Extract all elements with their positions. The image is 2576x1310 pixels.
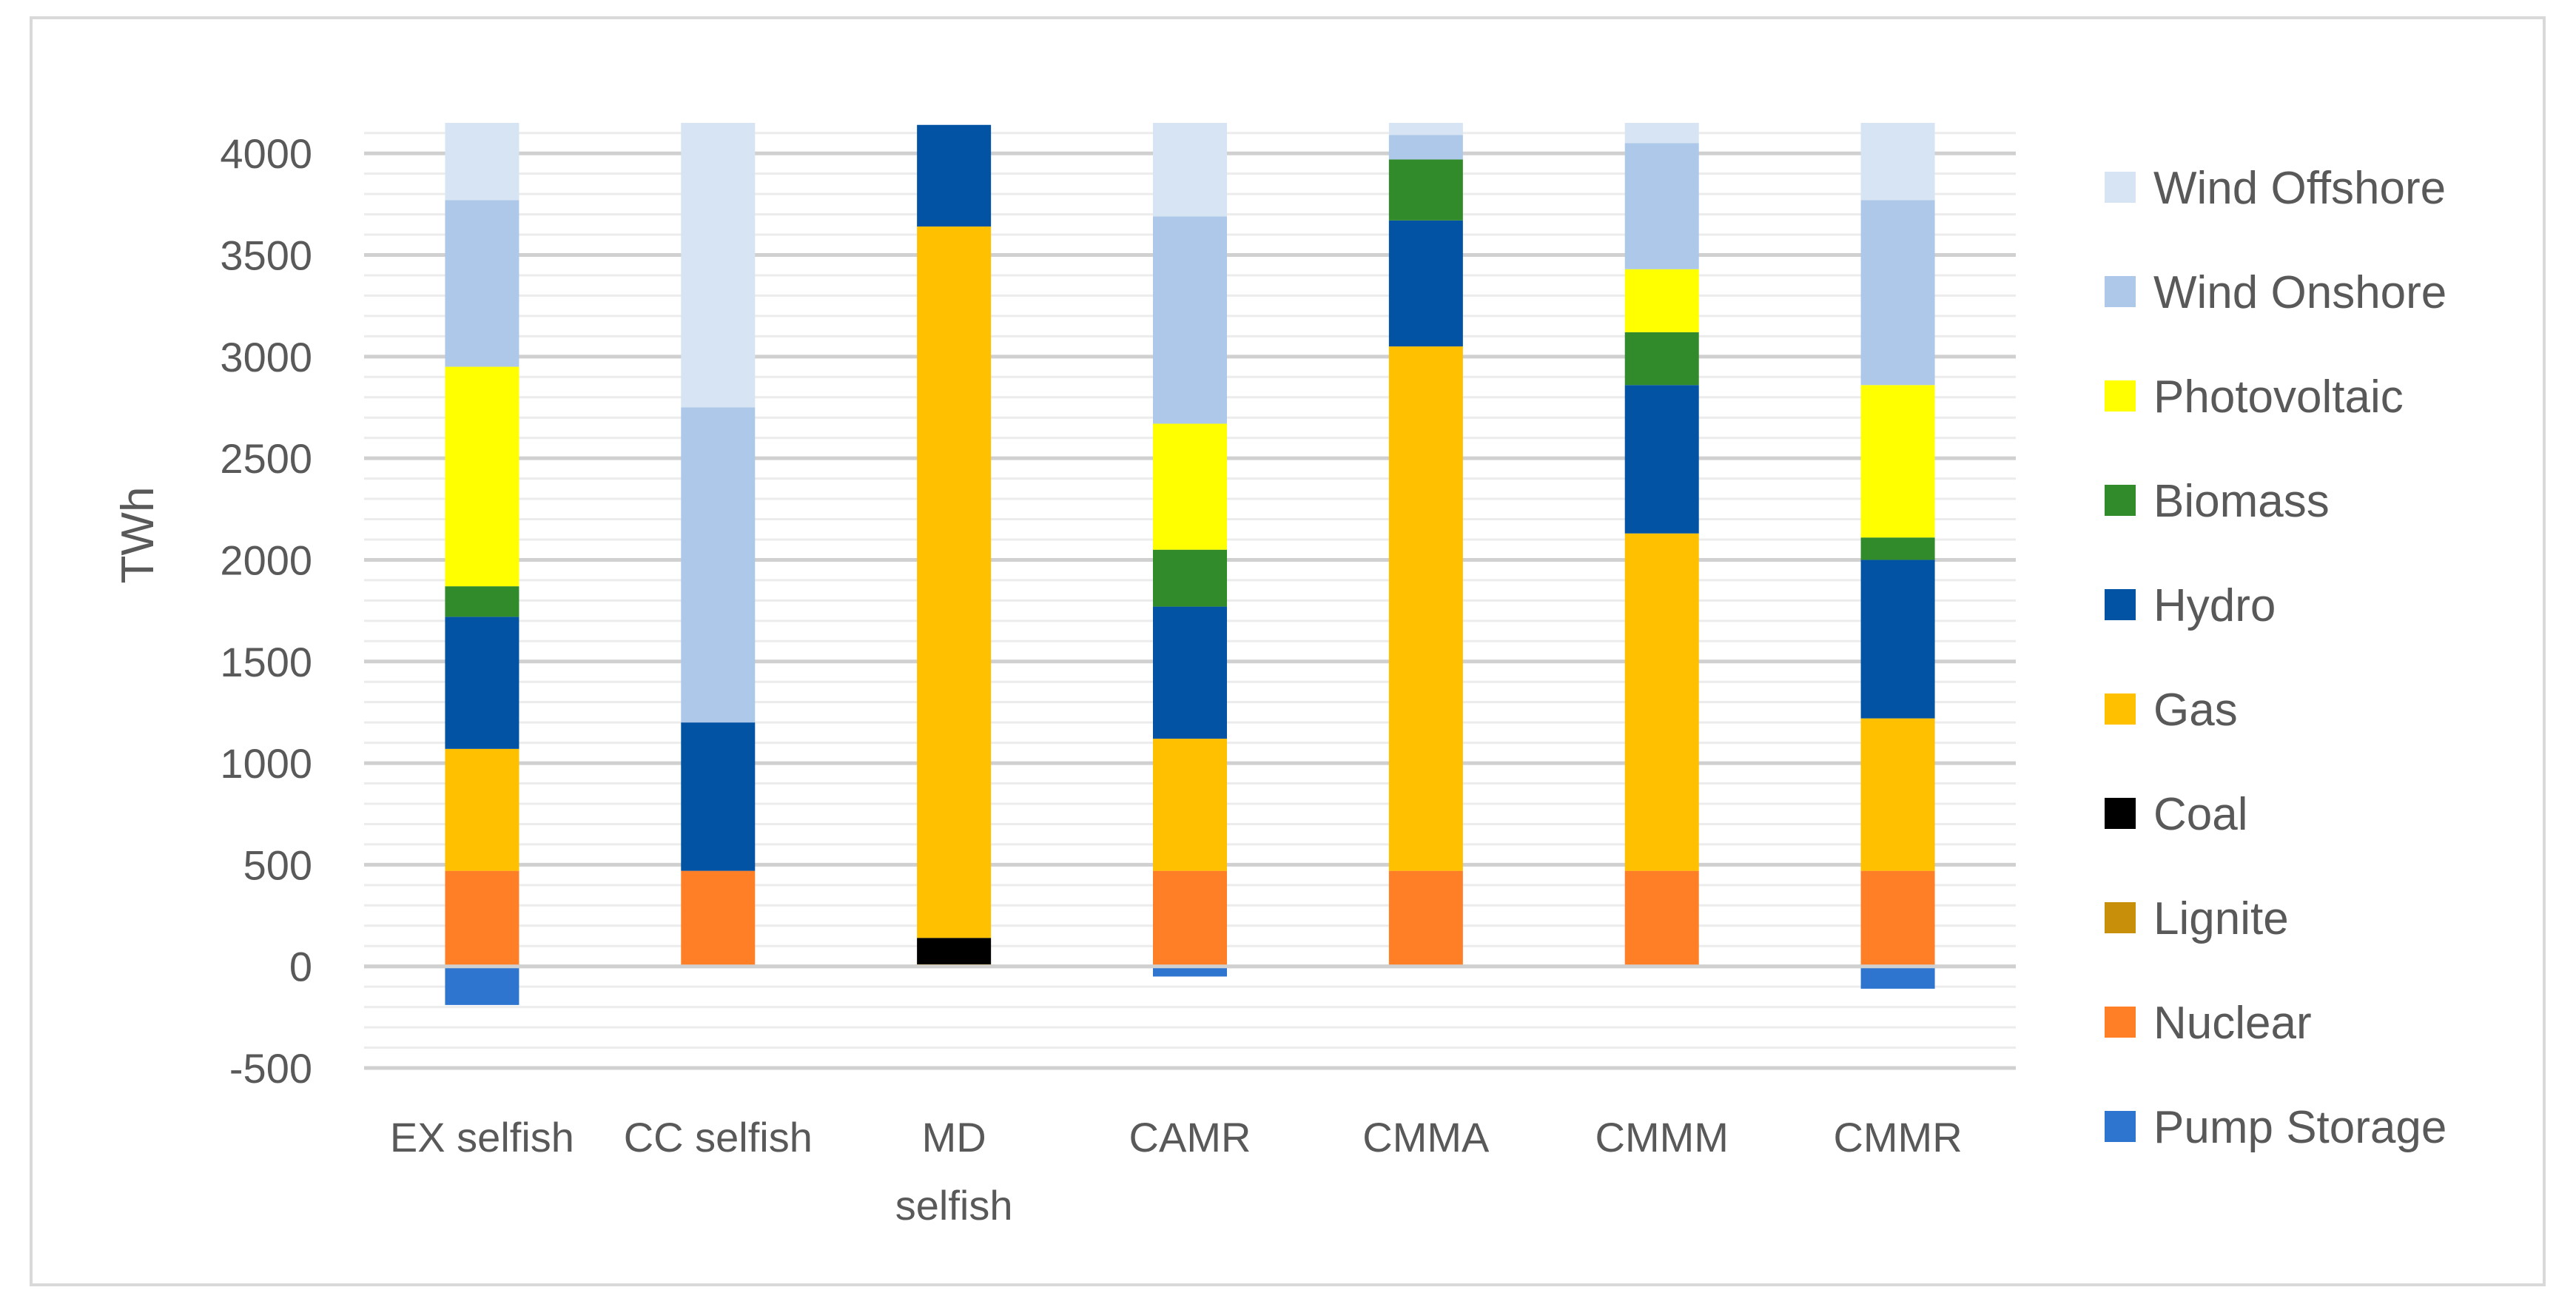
chart-frame: -500 0 500 1000 1500 2000 2500 3000 3500 4000 EX … bbox=[30, 16, 2546, 1286]
y-tick-label: 2000 bbox=[220, 537, 312, 583]
y-tick-label: 1000 bbox=[220, 740, 312, 787]
legend-label: Wind Onshore bbox=[2153, 267, 2446, 318]
bar-segment-hydro bbox=[1860, 560, 1935, 719]
bar-segment-biomass bbox=[445, 586, 519, 617]
bar-segment-gas bbox=[1624, 533, 1699, 871]
legend: Wind Offshore Wind Onshore Photovoltaic Bio… bbox=[2105, 163, 2446, 1153]
y-axis-title: TWh bbox=[112, 487, 164, 584]
legend-label: Pump Storage bbox=[2153, 1102, 2446, 1153]
bar-segment-gas bbox=[445, 748, 519, 871]
legend-swatch bbox=[2105, 902, 2136, 933]
stacked-bar-chart: -500 0 500 1000 1500 2000 2500 3000 3500 4000 EX … bbox=[112, 123, 2446, 1229]
bar-segment-biomass bbox=[1624, 332, 1699, 386]
bar-segment-hydro bbox=[1624, 385, 1699, 534]
bar-segment-wind-offshore bbox=[681, 123, 756, 408]
bar-segment-nuclear bbox=[445, 870, 519, 967]
bar-segment-wind-onshore bbox=[681, 407, 756, 723]
bar-segment-gas bbox=[1860, 718, 1935, 871]
bar-segment-gas bbox=[1388, 346, 1463, 871]
bar-segment-wind-offshore bbox=[1624, 123, 1699, 144]
legend-swatch bbox=[2105, 693, 2136, 725]
legend-swatch bbox=[2105, 798, 2136, 829]
x-category-label: CMMA bbox=[1362, 1114, 1490, 1160]
bar-segment-photovoltaic bbox=[1624, 269, 1699, 332]
legend-swatch bbox=[2105, 485, 2136, 516]
bar-segment-hydro bbox=[1388, 220, 1463, 347]
bar-segment-wind-offshore bbox=[1388, 123, 1463, 135]
bar-segment-biomass bbox=[1153, 549, 1227, 607]
bar-segment-wind-offshore bbox=[445, 123, 519, 201]
bar-segment-wind-onshore bbox=[1388, 135, 1463, 160]
legend-label: Hydro bbox=[2153, 580, 2276, 631]
x-category-label: CMMM bbox=[1595, 1114, 1729, 1160]
bar-segment-wind-onshore bbox=[1860, 200, 1935, 386]
legend-swatch bbox=[2105, 276, 2136, 307]
legend-label: Coal bbox=[2153, 789, 2248, 840]
bar-segment-wind-onshore bbox=[1153, 216, 1227, 424]
legend-swatch bbox=[2105, 1111, 2136, 1142]
bar-segment-biomass bbox=[1388, 159, 1463, 221]
y-tick-label: 4000 bbox=[220, 130, 312, 177]
legend-swatch bbox=[2105, 1007, 2136, 1038]
legend-swatch bbox=[2105, 172, 2136, 203]
x-category-label: CMMR bbox=[1833, 1114, 1962, 1160]
legend-label: Photovoltaic bbox=[2153, 372, 2404, 423]
y-axis-tick-labels: -500 0 500 1000 1500 2000 2500 3000 3500 4000 bbox=[220, 130, 312, 1092]
bar-segment-coal bbox=[917, 938, 992, 964]
legend-label: Nuclear bbox=[2153, 998, 2312, 1049]
bar-segment-gas bbox=[1153, 739, 1227, 871]
bar-segment-biomass bbox=[1860, 537, 1935, 560]
bar-segment-wind-offshore bbox=[1860, 123, 1935, 201]
legend-swatch bbox=[2105, 589, 2136, 620]
bar-segment-wind-onshore bbox=[1624, 143, 1699, 269]
bar-segment-nuclear bbox=[1153, 870, 1227, 967]
legend-label: Wind Offshore bbox=[2153, 163, 2446, 214]
x-category-label: MD selfish bbox=[895, 1114, 1013, 1229]
y-tick-label: 500 bbox=[243, 842, 312, 888]
bar-segment-photovoltaic bbox=[1860, 385, 1935, 538]
y-tick-label: 1500 bbox=[220, 639, 312, 685]
x-category-label: CC selfish bbox=[624, 1114, 813, 1160]
bar-segment-nuclear bbox=[1388, 870, 1463, 967]
bar-segment-wind-offshore bbox=[1153, 123, 1227, 217]
bar-segment-pump-storage bbox=[1153, 966, 1227, 977]
bar-segment-hydro bbox=[917, 124, 992, 227]
bar-segment-pump-storage bbox=[1860, 966, 1935, 989]
bar-segment-nuclear bbox=[1860, 870, 1935, 967]
y-tick-label: -500 bbox=[229, 1045, 312, 1092]
bar-segment-nuclear bbox=[1624, 870, 1699, 967]
x-category-label: CAMR bbox=[1129, 1114, 1251, 1160]
legend-label: Biomass bbox=[2153, 476, 2330, 527]
x-category-label: EX selfish bbox=[390, 1114, 574, 1160]
y-tick-label: 2500 bbox=[220, 435, 312, 482]
bar-segment-hydro bbox=[681, 722, 756, 871]
bar-segment-photovoltaic bbox=[1153, 423, 1227, 550]
legend-label: Lignite bbox=[2153, 893, 2289, 944]
bar-segment-wind-onshore bbox=[445, 200, 519, 367]
y-tick-label: 3500 bbox=[220, 232, 312, 279]
bar-segment-hydro bbox=[1153, 606, 1227, 739]
legend-label: Gas bbox=[2153, 685, 2238, 736]
legend-swatch bbox=[2105, 380, 2136, 412]
y-tick-label: 3000 bbox=[220, 334, 312, 380]
bar-segment-nuclear bbox=[681, 870, 756, 967]
bar-segment-pump-storage bbox=[445, 966, 519, 1005]
x-axis-category-labels: EX selfish CC selfish MD selfish CAMR CMMA CMM… bbox=[390, 1114, 1963, 1229]
bar-segment-photovoltaic bbox=[445, 366, 519, 587]
bar-segment-hydro bbox=[445, 617, 519, 749]
bar-segment-gas bbox=[917, 226, 992, 938]
bars bbox=[364, 123, 2016, 1005]
y-tick-label: 0 bbox=[289, 944, 312, 990]
